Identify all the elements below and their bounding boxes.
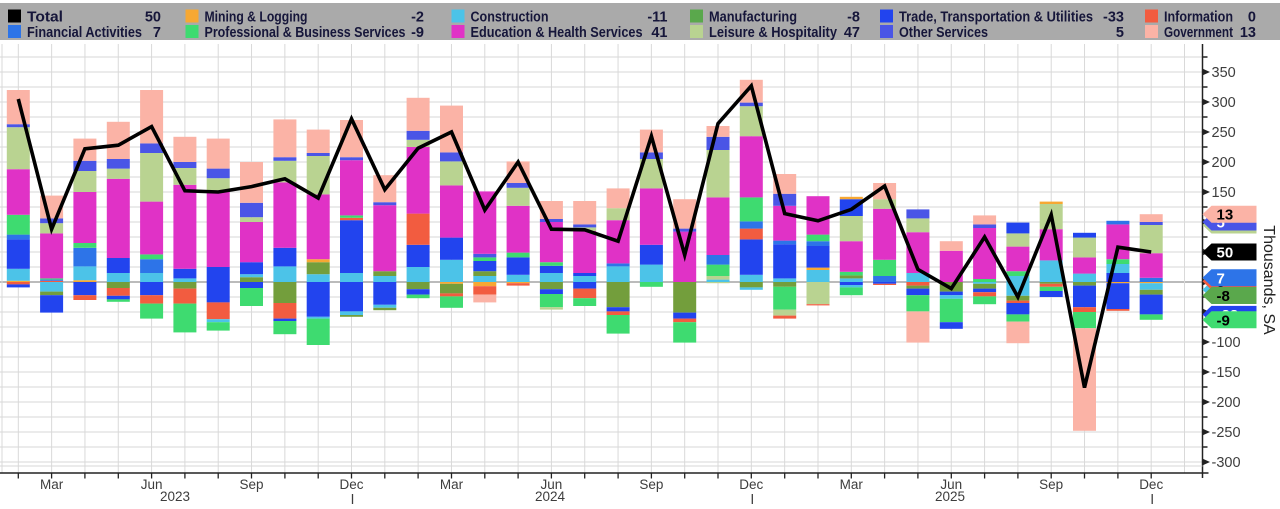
svg-text:Total: Total [27, 10, 63, 26]
svg-text:200: 200 [1212, 155, 1236, 171]
svg-text:7: 7 [1217, 270, 1225, 287]
svg-text:50: 50 [145, 10, 161, 26]
svg-text:Sep: Sep [239, 477, 263, 492]
svg-text:Trade, Transportation & Utilit: Trade, Transportation & Utilities [899, 10, 1093, 26]
svg-text:2024: 2024 [535, 489, 566, 504]
svg-text:-8: -8 [1217, 288, 1230, 305]
svg-text:2025: 2025 [935, 489, 965, 504]
svg-text:Education & Health Services: Education & Health Services [471, 25, 643, 41]
svg-text:Jun: Jun [940, 477, 962, 492]
svg-text:-33: -33 [1103, 10, 1124, 26]
svg-text:5: 5 [1116, 25, 1124, 41]
svg-text:-150: -150 [1212, 365, 1241, 381]
svg-text:Construction: Construction [471, 10, 549, 26]
svg-text:2023: 2023 [160, 489, 190, 504]
svg-text:50: 50 [1217, 245, 1234, 262]
svg-text:-2: -2 [411, 10, 424, 26]
svg-text:Sep: Sep [639, 477, 663, 492]
svg-text:13: 13 [1240, 25, 1256, 41]
svg-text:300: 300 [1212, 95, 1236, 111]
svg-text:-300: -300 [1212, 455, 1241, 471]
svg-text:-11: -11 [647, 10, 667, 26]
svg-text:0: 0 [1248, 10, 1256, 26]
svg-text:-9: -9 [1217, 312, 1230, 329]
svg-text:Dec: Dec [739, 477, 763, 492]
svg-text:-200: -200 [1212, 395, 1241, 411]
svg-text:Thousands, SA: Thousands, SA [1260, 225, 1277, 335]
svg-text:250: 250 [1212, 125, 1236, 141]
svg-text:Sep: Sep [1039, 477, 1063, 492]
svg-text:Professional & Business Servic: Professional & Business Services [205, 25, 406, 41]
svg-text:7: 7 [153, 25, 161, 41]
svg-text:Jun: Jun [141, 477, 163, 492]
svg-text:Mar: Mar [840, 477, 864, 492]
svg-text:Leisure & Hospitality: Leisure & Hospitality [709, 25, 837, 41]
svg-text:Manufacturing: Manufacturing [709, 10, 797, 26]
svg-text:5: 5 [1217, 215, 1225, 232]
svg-text:-100: -100 [1212, 335, 1241, 351]
svg-text:47: 47 [844, 25, 860, 41]
svg-text:-8: -8 [847, 10, 860, 26]
svg-text:Dec: Dec [1139, 477, 1163, 492]
svg-text:Financial Activities: Financial Activities [27, 25, 142, 41]
svg-text:41: 41 [651, 25, 667, 41]
svg-text:-250: -250 [1212, 425, 1241, 441]
svg-text:Dec: Dec [339, 477, 363, 492]
svg-text:Other Services: Other Services [899, 25, 988, 41]
svg-text:Mar: Mar [40, 477, 64, 492]
svg-text:-9: -9 [411, 25, 424, 41]
svg-text:13: 13 [1217, 207, 1234, 224]
svg-text:Government: Government [1164, 25, 1233, 41]
svg-text:Information: Information [1164, 10, 1233, 26]
svg-text:Mining & Logging: Mining & Logging [205, 10, 308, 26]
svg-text:Mar: Mar [440, 477, 464, 492]
svg-text:350: 350 [1212, 65, 1236, 81]
svg-text:Jun: Jun [541, 477, 563, 492]
svg-text:150: 150 [1212, 185, 1236, 201]
